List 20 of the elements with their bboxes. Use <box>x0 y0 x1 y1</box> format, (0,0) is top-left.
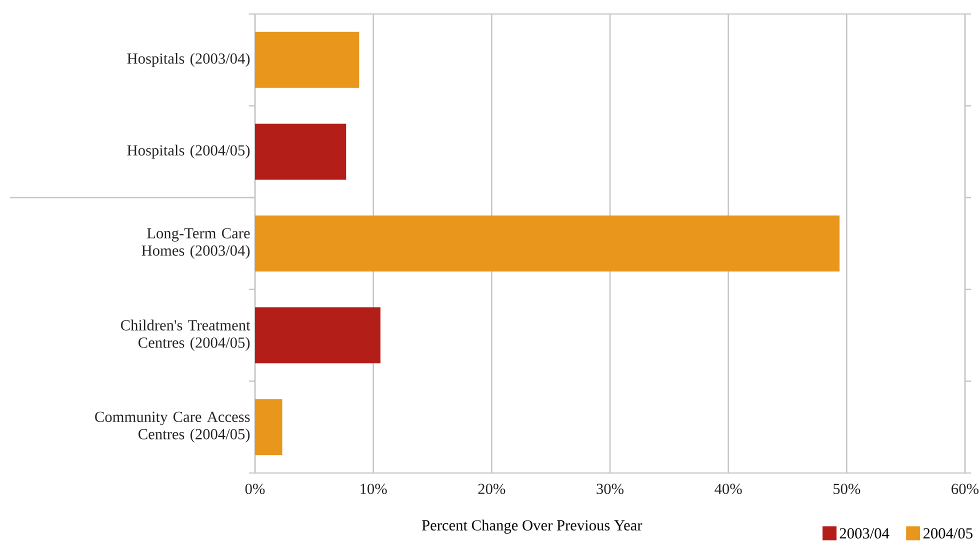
y-tick-label: Community Care Access Centres (2004/05) <box>95 412 250 442</box>
x-tick-label: 40% <box>714 484 742 494</box>
x-tick-label: 0% <box>245 484 265 494</box>
y-tick-label: Hospitals (2004/05) <box>127 144 250 159</box>
x-tick-label: 50% <box>834 484 860 494</box>
bar <box>255 124 346 180</box>
legend-label: 2003/04 <box>840 528 890 539</box>
bar <box>255 307 380 364</box>
y-tick-label: Children's Treatment Centres (2004/05) <box>120 320 250 351</box>
x-axis-title: Percent Change Over Previous Year <box>422 520 642 534</box>
x-tick-label: 20% <box>478 484 506 494</box>
bar <box>255 215 840 272</box>
bar <box>255 32 360 88</box>
x-tick-label: 10% <box>360 484 387 494</box>
legend-label: 2004/05 <box>923 528 972 539</box>
y-tick-label: Hospitals (2003/04) <box>127 52 250 67</box>
bar <box>255 399 282 456</box>
y-tick-label: Long-Term Care Homes (2003/04) <box>142 228 250 259</box>
x-tick-label: 30% <box>596 484 624 494</box>
x-tick-label: 60% <box>952 484 979 494</box>
